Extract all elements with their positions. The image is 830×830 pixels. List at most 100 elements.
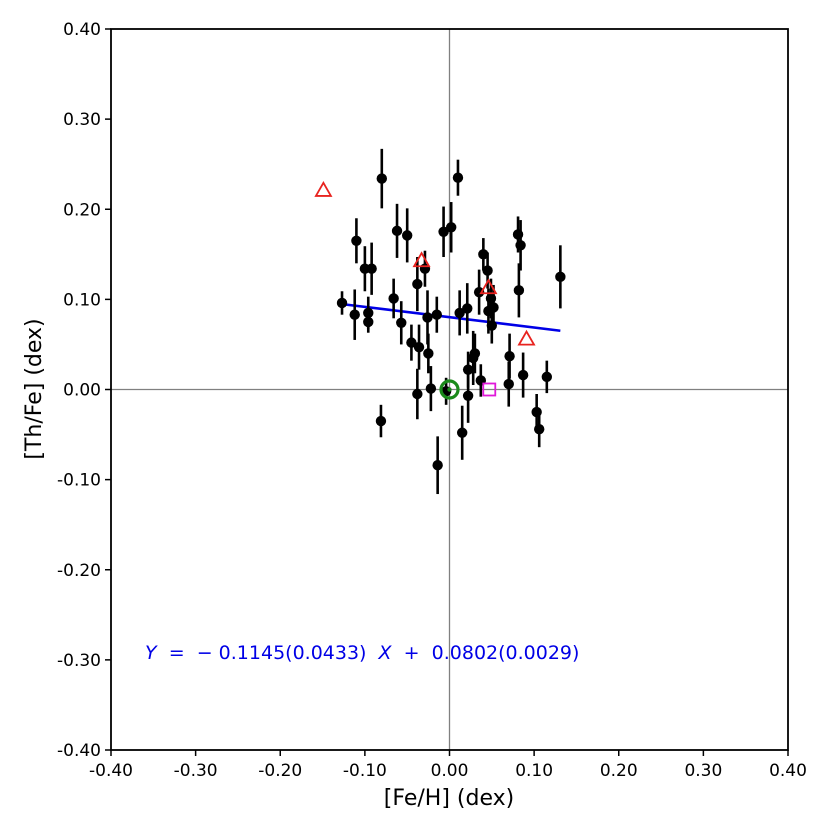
- data-point: [462, 368, 474, 423]
- data-point: [504, 333, 515, 379]
- data-point: [555, 245, 566, 309]
- y-tick-label: -0.40: [57, 741, 101, 761]
- data-point: [363, 311, 374, 333]
- data-point: [412, 368, 423, 420]
- data-point-marker: [534, 423, 545, 435]
- data-point-marker: [422, 312, 433, 323]
- x-tick-label: 0.40: [769, 761, 807, 781]
- data-point-marker: [376, 173, 387, 184]
- data-point-marker: [412, 278, 423, 290]
- x-tick-label: -0.10: [343, 761, 387, 781]
- square-marker: [482, 382, 497, 397]
- data-point-marker: [469, 348, 481, 359]
- data-point-marker: [454, 307, 465, 319]
- x-tick-label: 0.20: [600, 761, 638, 781]
- data-point-marker: [366, 263, 377, 274]
- triangle-marker: [412, 251, 431, 268]
- data-point: [425, 366, 437, 412]
- y-axis-label: [Th/Fe] (dex): [22, 318, 47, 459]
- x-tick-label: 0.10: [515, 761, 553, 781]
- data-point: [452, 159, 464, 196]
- x-tick-label: -0.40: [89, 761, 133, 781]
- data-point: [456, 405, 468, 460]
- y-tick-label: 0.20: [63, 200, 101, 220]
- data-point: [515, 220, 526, 271]
- data-point-marker: [486, 320, 498, 331]
- data-point-marker: [431, 309, 443, 320]
- data-point-marker: [452, 172, 464, 183]
- fit-equation-x-symbol: X: [378, 642, 393, 664]
- data-point-marker: [462, 390, 474, 402]
- data-point: [336, 291, 348, 315]
- y-tick-label: 0.40: [63, 20, 101, 40]
- data-point: [406, 324, 417, 361]
- data-point-marker: [396, 317, 407, 329]
- data-point: [469, 333, 481, 374]
- data-point-marker: [388, 293, 399, 304]
- fit-equation-equals: =: [163, 642, 191, 664]
- fit-equation-y-symbol: Y: [145, 642, 158, 664]
- data-point: [366, 242, 377, 295]
- data-point-marker: [513, 285, 525, 296]
- x-tick-label: 0.00: [431, 761, 469, 781]
- sun-symbol-center: [447, 387, 452, 392]
- data-point-marker: [438, 226, 449, 237]
- data-point: [432, 436, 443, 495]
- data-point-marker: [504, 350, 515, 362]
- fit-line-layer: [341, 302, 561, 333]
- data-point-marker: [406, 337, 417, 348]
- data-point: [534, 411, 545, 448]
- triangle-marker: [479, 278, 498, 295]
- data-point-marker: [412, 388, 423, 400]
- triangle-marker: [517, 329, 536, 346]
- data-point: [478, 238, 489, 271]
- data-point: [454, 290, 465, 336]
- data-point-marker: [413, 341, 425, 353]
- data-point-marker: [423, 348, 434, 359]
- data-point: [473, 269, 485, 315]
- data-point-marker: [363, 316, 374, 328]
- data-point: [445, 202, 457, 253]
- data-point-marker: [375, 415, 387, 427]
- sun-symbol-marker: [439, 379, 460, 400]
- data-points-layer: [336, 148, 566, 495]
- data-point: [431, 296, 443, 333]
- data-point: [517, 352, 529, 398]
- data-point-marker: [445, 222, 457, 233]
- y-tick-label: -0.10: [57, 471, 101, 491]
- data-point: [401, 208, 413, 263]
- y-tick-label: -0.30: [57, 651, 101, 671]
- data-point: [413, 324, 425, 370]
- sun-symbol-ring: [439, 379, 460, 400]
- data-point-marker: [503, 378, 514, 390]
- special-markers-layer: [314, 181, 536, 400]
- triangle-marker: [314, 181, 333, 197]
- data-point-marker: [351, 235, 362, 246]
- data-point: [375, 404, 387, 438]
- y-tick-label: 0.10: [63, 290, 101, 310]
- x-tick-label: 0.30: [684, 761, 722, 781]
- data-point-marker: [391, 225, 403, 237]
- data-point-marker: [515, 240, 526, 251]
- data-point-marker: [478, 249, 489, 260]
- data-point: [391, 203, 403, 258]
- data-point: [388, 278, 399, 319]
- fit-equation-intercept: 0.0802(0.0029): [432, 642, 580, 664]
- y-tick-label: -0.20: [57, 561, 101, 581]
- fit-equation: Y = − 0.1145(0.0433) X + 0.0802(0.0029): [145, 642, 579, 664]
- data-point-marker: [473, 286, 485, 298]
- linear-fit-line: [341, 302, 561, 333]
- y-tick-label: 0.00: [63, 381, 101, 401]
- data-point-marker: [425, 383, 437, 394]
- data-point: [396, 301, 407, 345]
- y-tick-label: 0.30: [63, 110, 101, 130]
- data-point-marker: [462, 303, 473, 314]
- data-point: [351, 218, 362, 264]
- data-point-marker: [401, 230, 413, 241]
- data-point: [376, 148, 387, 209]
- data-point: [462, 283, 473, 334]
- x-tick-label: -0.20: [258, 761, 302, 781]
- data-point-marker: [349, 309, 360, 320]
